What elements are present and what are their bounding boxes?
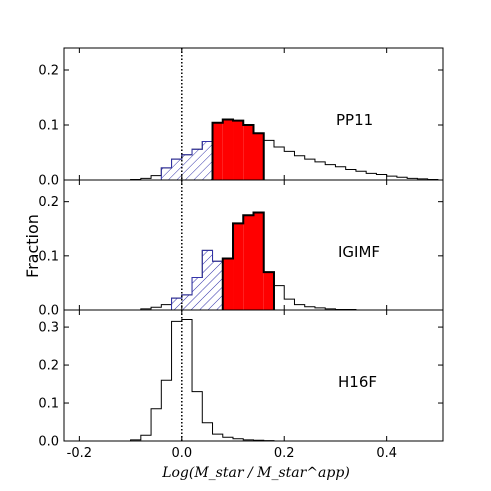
y-tick-label: 0.1 — [38, 249, 59, 264]
panel-igimf: 0.0 0.1 0.2 IGIMF — [38, 179, 444, 319]
red-bar — [212, 122, 223, 180]
y-axis-label: Fraction — [23, 214, 42, 278]
red-bar — [243, 215, 254, 310]
x-axis-label: Log(M_star / M_star^app) — [161, 465, 350, 481]
x-tick-label: 0.4 — [376, 446, 397, 461]
y-tick-label: 0.3 — [38, 321, 59, 336]
hatched-bar — [171, 159, 182, 180]
red-bar — [233, 120, 244, 180]
y-tick-label: 0.0 — [38, 435, 59, 450]
hatched-range-outline — [171, 249, 224, 310]
hatched-bar — [171, 298, 182, 310]
red-range-outline — [211, 118, 265, 180]
red-bar — [222, 119, 234, 180]
hatched-bar — [181, 294, 193, 310]
panel-label: H16F — [338, 373, 377, 391]
y-tick-label: 0.2 — [38, 359, 59, 374]
y-tick-label: 0.2 — [38, 64, 59, 79]
histogram-outline — [130, 318, 275, 442]
panel-h16f: 0.0 0.1 0.2 0.3 -0.2 0.0 0.2 0.4 H16F — [38, 309, 444, 461]
red-bar — [233, 223, 244, 310]
panels-group: 0.0 0.1 0.2 PP11 0.0 0.1 0.2 IGIMF 0.0 0.1 0.2 0.3 -… — [38, 47, 444, 461]
red-bar — [253, 212, 264, 310]
hatched-bar — [202, 141, 213, 180]
hatched-range-outline — [160, 141, 214, 180]
hatched-bar — [181, 154, 193, 180]
hatched-bar — [192, 149, 203, 180]
hatched-bar — [192, 277, 203, 310]
x-tick-label: 0.0 — [171, 446, 192, 461]
red-range-outline — [221, 211, 275, 310]
y-tick-label: 0.1 — [38, 397, 59, 412]
red-bar — [263, 272, 274, 310]
y-tick-label: 0.1 — [38, 119, 59, 134]
y-tick-label: 0.0 — [38, 304, 59, 319]
panel-label: PP11 — [336, 111, 373, 129]
x-tick-label: -0.2 — [67, 446, 92, 461]
y-tick-label: 0.0 — [38, 174, 59, 189]
y-tick-label: 0.2 — [38, 195, 59, 210]
red-bar — [222, 258, 234, 310]
hatched-bar — [212, 261, 223, 310]
red-bar — [253, 133, 264, 180]
hatched-bar — [161, 167, 172, 180]
hatched-bar — [202, 250, 213, 310]
red-bar — [243, 125, 254, 180]
panel-frame — [63, 309, 444, 442]
panel-pp11: 0.0 0.1 0.2 PP11 — [38, 47, 444, 189]
x-tick-label: 0.2 — [274, 446, 295, 461]
panel-label: IGIMF — [338, 243, 380, 261]
